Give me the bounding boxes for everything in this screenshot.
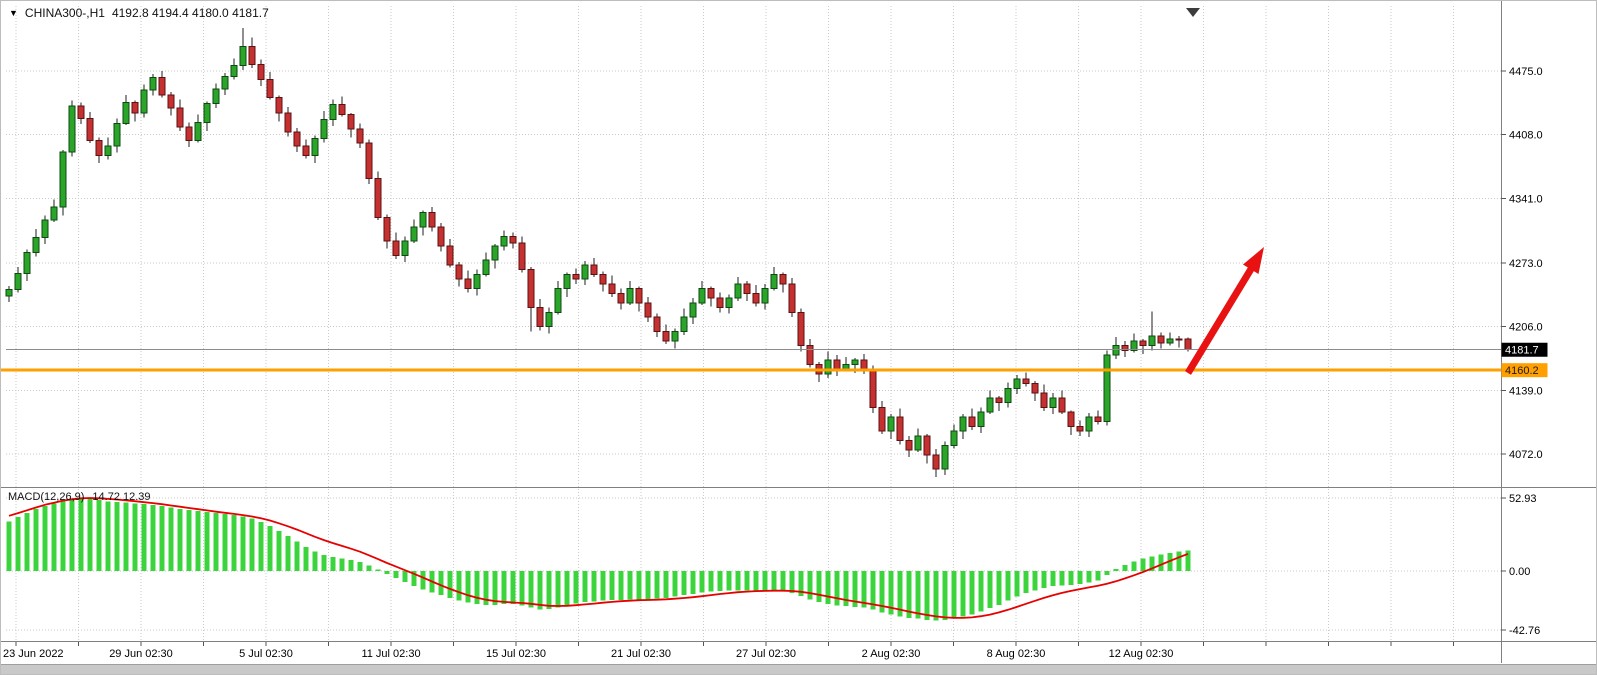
price-tick-label: 4408.0 <box>1509 130 1543 142</box>
time-tick-label: 5 Jul 02:30 <box>239 648 293 660</box>
time-tick-label: 11 Jul 02:30 <box>361 648 420 660</box>
time-tick-label: 15 Jul 02:30 <box>486 648 546 660</box>
time-tick-label: 23 Jun 2022 <box>3 648 64 660</box>
time-tick-label: 2 Aug 02:30 <box>862 648 921 660</box>
svg-text:4181.7: 4181.7 <box>1505 345 1539 357</box>
macd-tick-label: 52.93 <box>1509 493 1537 505</box>
trend-arrow-object[interactable] <box>1185 247 1264 375</box>
time-tick-label: 27 Jul 02:30 <box>736 648 796 660</box>
window-bottom-bar <box>1 664 1596 674</box>
hline-price-badge: 4160.2 <box>1501 363 1548 378</box>
svg-text:4160.2: 4160.2 <box>1505 365 1539 377</box>
chart-shift-marker[interactable] <box>1186 8 1200 17</box>
time-tick-label: 29 Jun 02:30 <box>109 648 173 660</box>
macd-histogram <box>6 498 1191 621</box>
price-axis[interactable]: 4475.0 4408.0 4341.0 4273.0 4206.0 4139.0 4072… <box>1501 66 1543 637</box>
price-tick-label: 4139.0 <box>1509 385 1543 397</box>
macd-signal-line <box>8 497 1189 619</box>
price-tick-label: 4475.0 <box>1509 66 1543 78</box>
price-tick-label: 4273.0 <box>1509 258 1543 270</box>
time-tick-label: 21 Jul 02:30 <box>611 648 671 660</box>
bid-price-badge: 4181.7 <box>1501 342 1548 357</box>
grid-layer <box>6 6 1501 641</box>
candles-layer <box>5 28 1192 477</box>
macd-tick-label: 0.00 <box>1509 566 1530 578</box>
price-tick-label: 4072.0 <box>1509 449 1543 461</box>
time-tick-label: 8 Aug 02:30 <box>987 648 1046 660</box>
price-tick-label: 4341.0 <box>1509 193 1543 205</box>
time-axis[interactable]: 23 Jun 2022 29 Jun 02:30 5 Jul 02:30 11 Jul… <box>3 642 1454 660</box>
macd-tick-label: -42.76 <box>1509 625 1540 637</box>
price-tick-label: 4206.0 <box>1509 322 1543 334</box>
time-tick-label: 12 Aug 02:30 <box>1109 648 1174 660</box>
